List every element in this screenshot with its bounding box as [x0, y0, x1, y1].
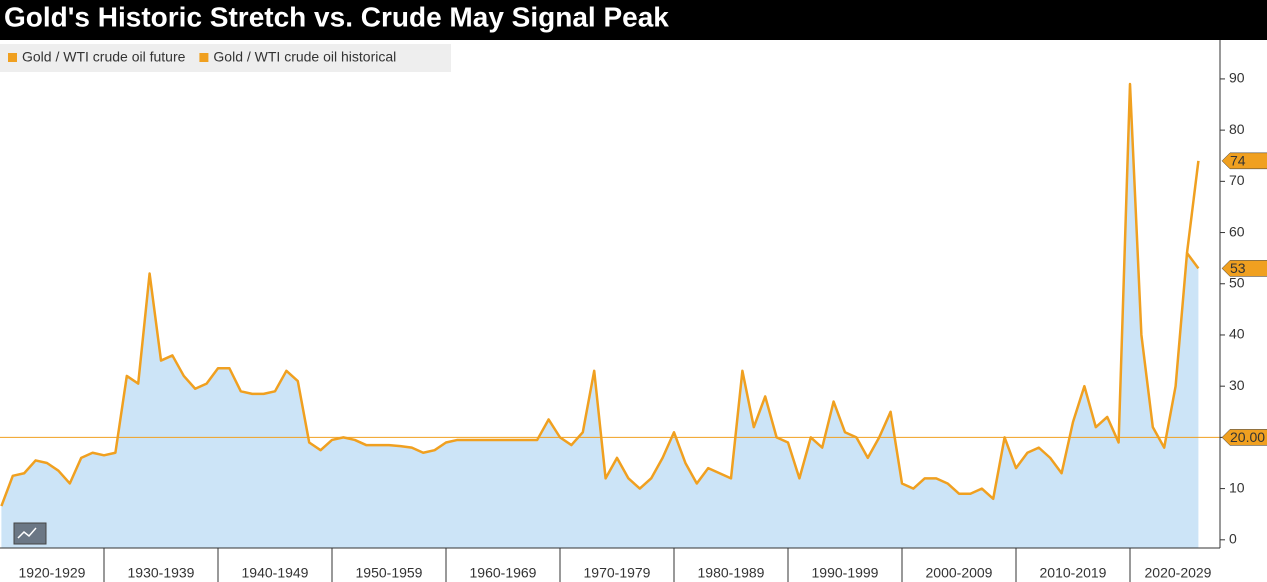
- x-tick-label: 1960-1969: [470, 565, 537, 581]
- chart-title: Gold's Historic Stretch vs. Crude May Si…: [4, 1, 669, 32]
- x-tick-label: 2000-2009: [926, 565, 993, 581]
- legend-swatch: [199, 53, 209, 62]
- y-tick-label: 40: [1229, 326, 1245, 342]
- x-tick-label: 2020-2029: [1145, 565, 1212, 581]
- x-tick-label: 1950-1959: [356, 565, 423, 581]
- line: [0, 82, 1200, 507]
- x-tick-label: 1930-1939: [128, 565, 195, 581]
- y-tick-label: 80: [1229, 121, 1245, 137]
- value-tag: [1221, 152, 1267, 170]
- legend: [0, 44, 451, 72]
- value-tag-label: 20.00: [1230, 429, 1265, 445]
- legend-label: Gold / WTI crude oil historical: [213, 49, 396, 65]
- y-tick-label: 50: [1229, 274, 1245, 290]
- value-tag-label: 53: [1230, 260, 1246, 276]
- y-tick-label: 60: [1229, 223, 1245, 239]
- chart-type-button[interactable]: [13, 522, 47, 545]
- x-tick-label: 2010-2019: [1040, 565, 1107, 581]
- value-tag: [1221, 429, 1267, 446]
- y-tick-label: 90: [1229, 70, 1245, 86]
- value-tag-label: 74: [1230, 153, 1246, 169]
- title-bar: [0, 0, 1267, 40]
- legend-swatch: [8, 53, 17, 62]
- line: [1185, 160, 1200, 254]
- legend-label: Gold / WTI crude oil future: [22, 49, 186, 65]
- y-tick-label: 70: [1229, 172, 1245, 188]
- value-tag: [1221, 260, 1267, 277]
- x-tick-label: 1990-1999: [812, 565, 879, 581]
- x-tick-label: 1940-1949: [242, 565, 309, 581]
- x-tick-label: 1980-1989: [698, 565, 765, 581]
- y-tick-label: 0: [1229, 531, 1237, 547]
- x-tick-label: 1920-1929: [19, 565, 86, 581]
- x-tick-label: 1970-1979: [584, 565, 651, 581]
- area: [1, 84, 1199, 549]
- y-tick-label: 30: [1229, 377, 1245, 393]
- y-tick-label: 10: [1229, 479, 1245, 495]
- button-icon: [17, 527, 37, 539]
